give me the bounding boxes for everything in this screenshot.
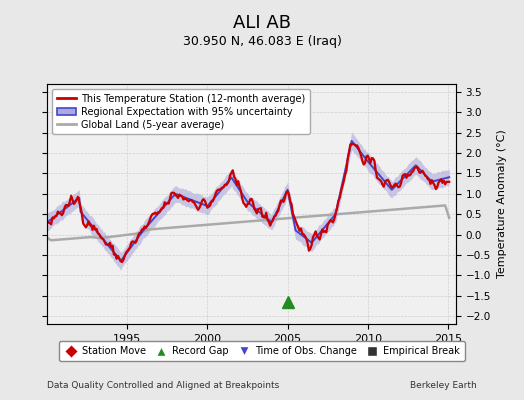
Text: ALI AB: ALI AB [233,14,291,32]
Y-axis label: Temperature Anomaly (°C): Temperature Anomaly (°C) [497,130,507,278]
Text: 30.950 N, 46.083 E (Iraq): 30.950 N, 46.083 E (Iraq) [182,35,342,48]
Text: Data Quality Controlled and Aligned at Breakpoints: Data Quality Controlled and Aligned at B… [47,381,279,390]
Text: Berkeley Earth: Berkeley Earth [410,381,477,390]
Legend: Station Move, Record Gap, Time of Obs. Change, Empirical Break: Station Move, Record Gap, Time of Obs. C… [59,341,465,361]
Legend: This Temperature Station (12-month average), Regional Expectation with 95% uncer: This Temperature Station (12-month avera… [52,89,310,134]
